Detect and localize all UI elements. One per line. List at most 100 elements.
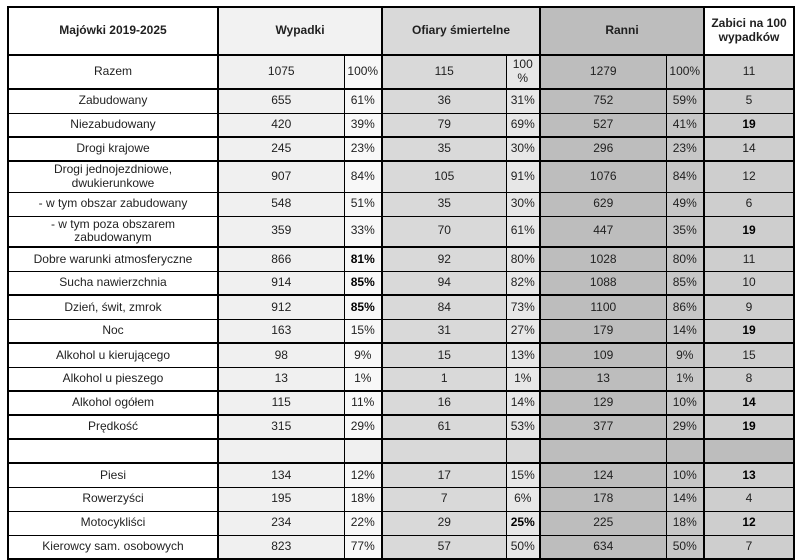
cell-ranni-value: 1100: [539, 294, 667, 320]
cell-ranni-value: 1088: [539, 270, 667, 297]
cell-ranni-value: [539, 438, 667, 465]
row-label: Alkohol u kierującego: [7, 342, 219, 368]
cell-zabici-na-100: 14: [703, 390, 795, 417]
cell-ranni-value: 447: [539, 215, 667, 249]
table-row: Noc 163 15% 31 27% 179 14% 19: [7, 318, 795, 345]
cell-ranni-value: 377: [539, 414, 667, 441]
cell-ranni-pct: 41%: [665, 112, 705, 138]
cell-ranni-pct: 50%: [665, 534, 705, 560]
cell-ranni-value: 13: [539, 366, 667, 393]
cell-ranni-pct: 84%: [665, 160, 705, 193]
cell-wypadki-pct: 12%: [343, 462, 383, 488]
cell-ranni-pct: 29%: [665, 414, 705, 441]
cell-zabici-na-100: [703, 438, 795, 465]
cell-zabici-na-100: 14: [703, 136, 795, 162]
cell-zabici-na-100: 11: [703, 54, 795, 90]
row-label: Drogi jednojezdniowe, dwukierunkowe: [7, 160, 219, 193]
report-page: Majówki 2019-2025 Wypadki Ofiary śmierte…: [7, 6, 796, 560]
cell-ofiary-pct: 30%: [505, 191, 541, 217]
cell-ofiary-value: 36: [381, 88, 507, 114]
cell-ofiary-pct: 25%: [505, 510, 541, 536]
table-row: Alkohol u kierującego 98 9% 15 13% 109 9% 15: [7, 342, 795, 368]
table-row: Rowerzyści 195 18% 7 6% 178 14% 4: [7, 486, 795, 512]
table-row: Kierowcy sam. osobowych 823 77% 57 50% 634 50%…: [7, 534, 795, 560]
row-label: Kierowcy sam. osobowych: [7, 534, 219, 560]
table-row: Sucha nawierzchnia 914 85% 94 82% 1088 85% 10: [7, 270, 795, 297]
cell-wypadki-pct: 100%: [343, 54, 383, 90]
cell-ofiary-value: 79: [381, 112, 507, 138]
cell-wypadki-pct: 77%: [343, 534, 383, 560]
cell-ranni-value: 109: [539, 342, 667, 368]
row-label: Razem: [7, 54, 219, 90]
cell-zabici-na-100: 19: [703, 318, 795, 345]
cell-ofiary-pct: 13%: [505, 342, 541, 368]
cell-wypadki-value: 98: [217, 342, 345, 368]
row-label: Drogi krajowe: [7, 136, 219, 162]
cell-wypadki-pct: 23%: [343, 136, 383, 162]
cell-wypadki-value: 420: [217, 112, 345, 138]
table-row: Zabudowany 655 61% 36 31% 752 59% 5: [7, 88, 795, 114]
cell-ofiary-value: 84: [381, 294, 507, 320]
cell-ofiary-value: 94: [381, 270, 507, 297]
row-label: [7, 438, 219, 465]
cell-ranni-pct: 35%: [665, 215, 705, 249]
cell-ofiary-value: 17: [381, 462, 507, 488]
cell-wypadki-value: 359: [217, 215, 345, 249]
cell-wypadki-value: 13: [217, 366, 345, 393]
cell-zabici-na-100: 12: [703, 160, 795, 193]
cell-ofiary-value: 70: [381, 215, 507, 249]
cell-ofiary-pct: 61%: [505, 215, 541, 249]
cell-ofiary-pct: 27%: [505, 318, 541, 345]
cell-ofiary-pct: 80%: [505, 246, 541, 272]
table-row: Dzień, świt, zmrok 912 85% 84 73% 1100 86% 9: [7, 294, 795, 320]
cell-wypadki-value: 163: [217, 318, 345, 345]
cell-wypadki-value: 907: [217, 160, 345, 193]
cell-zabici-na-100: 8: [703, 366, 795, 393]
cell-wypadki-pct: 15%: [343, 318, 383, 345]
cell-ranni-pct: 59%: [665, 88, 705, 114]
cell-zabici-na-100: 15: [703, 342, 795, 368]
cell-wypadki-value: 234: [217, 510, 345, 536]
cell-ranni-value: 124: [539, 462, 667, 488]
cell-wypadki-pct: 22%: [343, 510, 383, 536]
cell-wypadki-pct: 85%: [343, 294, 383, 320]
row-label: Prędkość: [7, 414, 219, 441]
cell-wypadki-value: [217, 438, 345, 465]
cell-ranni-value: 629: [539, 191, 667, 217]
cell-ranni-value: 1279: [539, 54, 667, 90]
corner-header-majowki: Majówki 2019-2025: [7, 6, 219, 56]
cell-ranni-pct: 10%: [665, 390, 705, 417]
cell-wypadki-pct: 84%: [343, 160, 383, 193]
cell-ofiary-pct: 91%: [505, 160, 541, 193]
table-row: Dobre warunki atmosferyczne 866 81% 92 80% 10…: [7, 246, 795, 272]
cell-wypadki-pct: 18%: [343, 486, 383, 512]
row-label: Noc: [7, 318, 219, 345]
row-label: Piesi: [7, 462, 219, 488]
table-row: Alkohol u pieszego 13 1% 1 1% 13 1% 8: [7, 366, 795, 393]
cell-ofiary-pct: 53%: [505, 414, 541, 441]
cell-zabici-na-100: 7: [703, 534, 795, 560]
cell-wypadki-pct: 39%: [343, 112, 383, 138]
cell-ofiary-value: 29: [381, 510, 507, 536]
cell-ofiary-value: 16: [381, 390, 507, 417]
cell-ranni-pct: 23%: [665, 136, 705, 162]
cell-wypadki-pct: 33%: [343, 215, 383, 249]
cell-zabici-na-100: 19: [703, 215, 795, 249]
cell-wypadki-value: 245: [217, 136, 345, 162]
cell-ranni-pct: 9%: [665, 342, 705, 368]
cell-wypadki-value: 655: [217, 88, 345, 114]
cell-ranni-value: 634: [539, 534, 667, 560]
cell-ofiary-pct: 31%: [505, 88, 541, 114]
cell-wypadki-value: 134: [217, 462, 345, 488]
table-row: - w tym poza obszarem zabudowanym 359 33% 7…: [7, 215, 795, 249]
cell-ranni-value: 129: [539, 390, 667, 417]
table-row: Drogi krajowe 245 23% 35 30% 296 23% 14: [7, 136, 795, 162]
cell-wypadki-pct: 61%: [343, 88, 383, 114]
cell-wypadki-value: 914: [217, 270, 345, 297]
cell-wypadki-value: 315: [217, 414, 345, 441]
cell-ofiary-value: 105: [381, 160, 507, 193]
cell-wypadki-value: 912: [217, 294, 345, 320]
cell-zabici-na-100: 4: [703, 486, 795, 512]
cell-zabici-na-100: 19: [703, 112, 795, 138]
col-header-wypadki: Wypadki: [217, 6, 383, 56]
